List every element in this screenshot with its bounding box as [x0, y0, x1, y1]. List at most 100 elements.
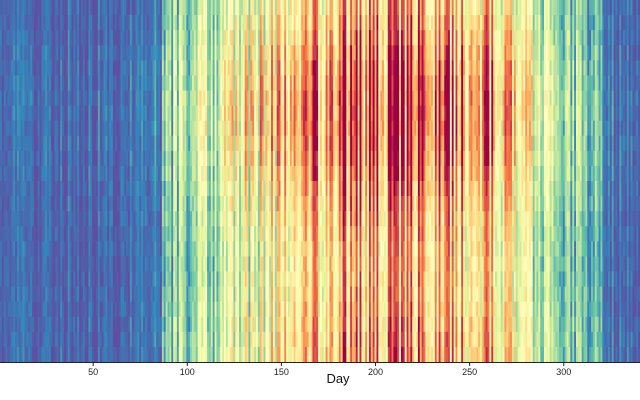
heatmap-cell — [233, 105, 236, 122]
heatmap-cell — [190, 211, 193, 227]
heatmap-cell — [327, 301, 330, 318]
heatmap-cell — [86, 196, 89, 212]
heatmap-cell — [291, 226, 295, 242]
heatmap-cell — [52, 301, 55, 318]
heatmap-cell — [348, 135, 351, 152]
heatmap-cell — [184, 135, 187, 152]
heatmap-cell — [259, 331, 263, 348]
heatmap-cell — [197, 241, 200, 257]
heatmap-cell — [201, 45, 204, 61]
heatmap-cell — [289, 120, 293, 137]
heatmap-cell — [336, 286, 340, 303]
heatmap-cell — [365, 150, 368, 167]
heatmap-cell — [267, 286, 270, 303]
heatmap-cell — [301, 181, 304, 197]
heatmap-cell — [310, 165, 313, 182]
heatmap-cell — [288, 211, 291, 227]
heatmap-cell — [48, 196, 52, 212]
heatmap-cell — [363, 30, 366, 46]
heatmap-cell — [24, 256, 27, 272]
heatmap-cell — [195, 226, 199, 242]
heatmap-cell — [282, 150, 285, 167]
heatmap-cell — [152, 256, 155, 272]
heatmap-cell — [7, 105, 10, 122]
heatmap-cell — [152, 15, 155, 31]
heatmap-cell — [41, 226, 44, 242]
heatmap-cell — [376, 30, 379, 46]
heatmap-cell — [152, 331, 155, 348]
heatmap-cell — [378, 346, 381, 363]
heatmap-cell — [350, 256, 353, 272]
heatmap-cell — [212, 150, 215, 167]
heatmap-cell — [45, 45, 48, 61]
heatmap-cell — [235, 256, 238, 272]
heatmap-cell — [190, 196, 193, 212]
heatmap-cell — [321, 301, 325, 318]
heatmap-cell — [180, 286, 183, 303]
heatmap-cell — [171, 150, 174, 167]
heatmap-cell — [374, 105, 377, 122]
heatmap-cell — [220, 346, 223, 363]
heatmap-cell — [297, 60, 300, 76]
heatmap-cell — [88, 211, 91, 227]
heatmap-cell — [32, 60, 35, 76]
heatmap-cell — [160, 196, 163, 212]
heatmap-cell — [256, 105, 259, 122]
heatmap-cell — [346, 90, 349, 106]
heatmap-cell — [30, 90, 33, 106]
heatmap-cell — [133, 75, 136, 91]
heatmap-cell — [154, 135, 157, 152]
heatmap-cell — [301, 316, 304, 333]
heatmap-cell — [246, 15, 249, 31]
heatmap-cell — [320, 135, 323, 152]
heatmap-cell — [141, 196, 144, 212]
heatmap-cell — [58, 226, 61, 242]
heatmap-cell — [280, 0, 283, 16]
heatmap-cell — [271, 316, 274, 333]
heatmap-cell — [304, 0, 308, 16]
heatmap-cell — [229, 211, 232, 227]
heatmap-cell — [67, 286, 71, 303]
heatmap-cell — [303, 150, 306, 167]
heatmap-cell — [135, 286, 138, 303]
heatmap-cell — [47, 75, 50, 91]
heatmap-cell — [180, 120, 183, 137]
heatmap-cell — [306, 90, 310, 106]
heatmap-cell — [282, 226, 285, 242]
heatmap-cell — [77, 165, 80, 182]
heatmap-cell — [124, 60, 127, 76]
heatmap-cell — [363, 331, 366, 348]
heatmap-cell — [82, 105, 86, 122]
heatmap-cell — [126, 60, 129, 76]
heatmap-cell — [244, 45, 247, 61]
heatmap-cell — [161, 75, 165, 91]
heatmap-cell — [357, 256, 360, 272]
heatmap-cell — [314, 271, 317, 287]
heatmap-cell — [124, 346, 127, 363]
heatmap-cell — [267, 45, 270, 61]
heatmap-cell — [265, 196, 268, 212]
heatmap-cell — [240, 105, 244, 122]
heatmap-cell — [365, 211, 368, 227]
heatmap-cell — [30, 75, 33, 91]
heatmap-cell — [316, 226, 319, 242]
heatmap-cell — [193, 30, 197, 46]
heatmap-cell — [269, 211, 272, 227]
heatmap-cell — [372, 331, 375, 348]
heatmap-cell — [355, 181, 359, 197]
heatmap-cell — [325, 226, 328, 242]
heatmap-cell — [299, 271, 302, 287]
heatmap-cell — [167, 30, 170, 46]
heatmap-cell — [265, 226, 268, 242]
heatmap-cell — [26, 90, 29, 106]
heatmap-cell — [186, 90, 189, 106]
heatmap-cell — [308, 346, 311, 363]
heatmap-cell — [235, 120, 238, 137]
heatmap-cell — [340, 271, 343, 287]
heatmap-cell — [169, 15, 172, 31]
heatmap-cell — [342, 181, 345, 197]
heatmap-cell — [387, 211, 391, 227]
heatmap-cell — [107, 256, 110, 272]
heatmap-cell — [261, 60, 264, 76]
heatmap-cell — [137, 165, 140, 182]
